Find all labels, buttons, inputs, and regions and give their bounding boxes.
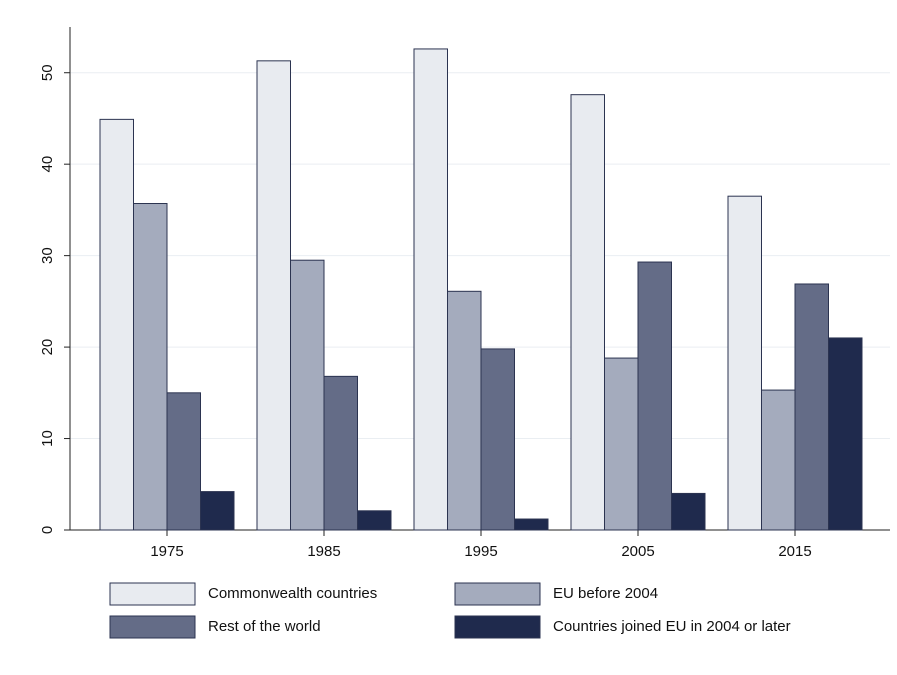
bar [200, 491, 235, 531]
legend-label: Rest of the world [208, 618, 321, 635]
legend-swatch [454, 582, 541, 606]
bar [727, 195, 762, 531]
y-tick-label: 20 [39, 339, 56, 356]
x-tick-label: 2005 [621, 543, 654, 560]
y-tick-label: 10 [39, 430, 56, 447]
y-tick-label: 50 [39, 64, 56, 81]
legend-swatch [454, 615, 541, 639]
y-tick-label: 40 [39, 156, 56, 173]
bar [133, 203, 168, 531]
legend-label: Commonwealth countries [208, 585, 377, 602]
bar [828, 337, 863, 531]
bar [761, 389, 796, 531]
bar [323, 375, 358, 531]
x-tick-label: 2015 [778, 543, 811, 560]
x-tick-label: 1995 [464, 543, 497, 560]
bar [357, 510, 392, 531]
bar [99, 118, 134, 531]
bar [514, 518, 549, 531]
x-tick-label: 1985 [307, 543, 340, 560]
y-tick-label: 0 [39, 526, 56, 534]
bar [413, 48, 448, 531]
legend-swatch [109, 582, 196, 606]
bar [604, 357, 639, 531]
legend-swatch [109, 615, 196, 639]
bar [256, 60, 291, 531]
bar [570, 94, 605, 531]
bar [290, 259, 325, 531]
bar [480, 348, 515, 531]
bar [447, 290, 482, 531]
legend-label: EU before 2004 [553, 585, 658, 602]
x-tick-label: 1975 [150, 543, 183, 560]
bar [794, 283, 829, 531]
bar [166, 392, 201, 531]
legend-label: Countries joined EU in 2004 or later [553, 618, 791, 635]
bar [671, 492, 706, 531]
y-tick-label: 30 [39, 247, 56, 264]
bar [637, 261, 672, 531]
